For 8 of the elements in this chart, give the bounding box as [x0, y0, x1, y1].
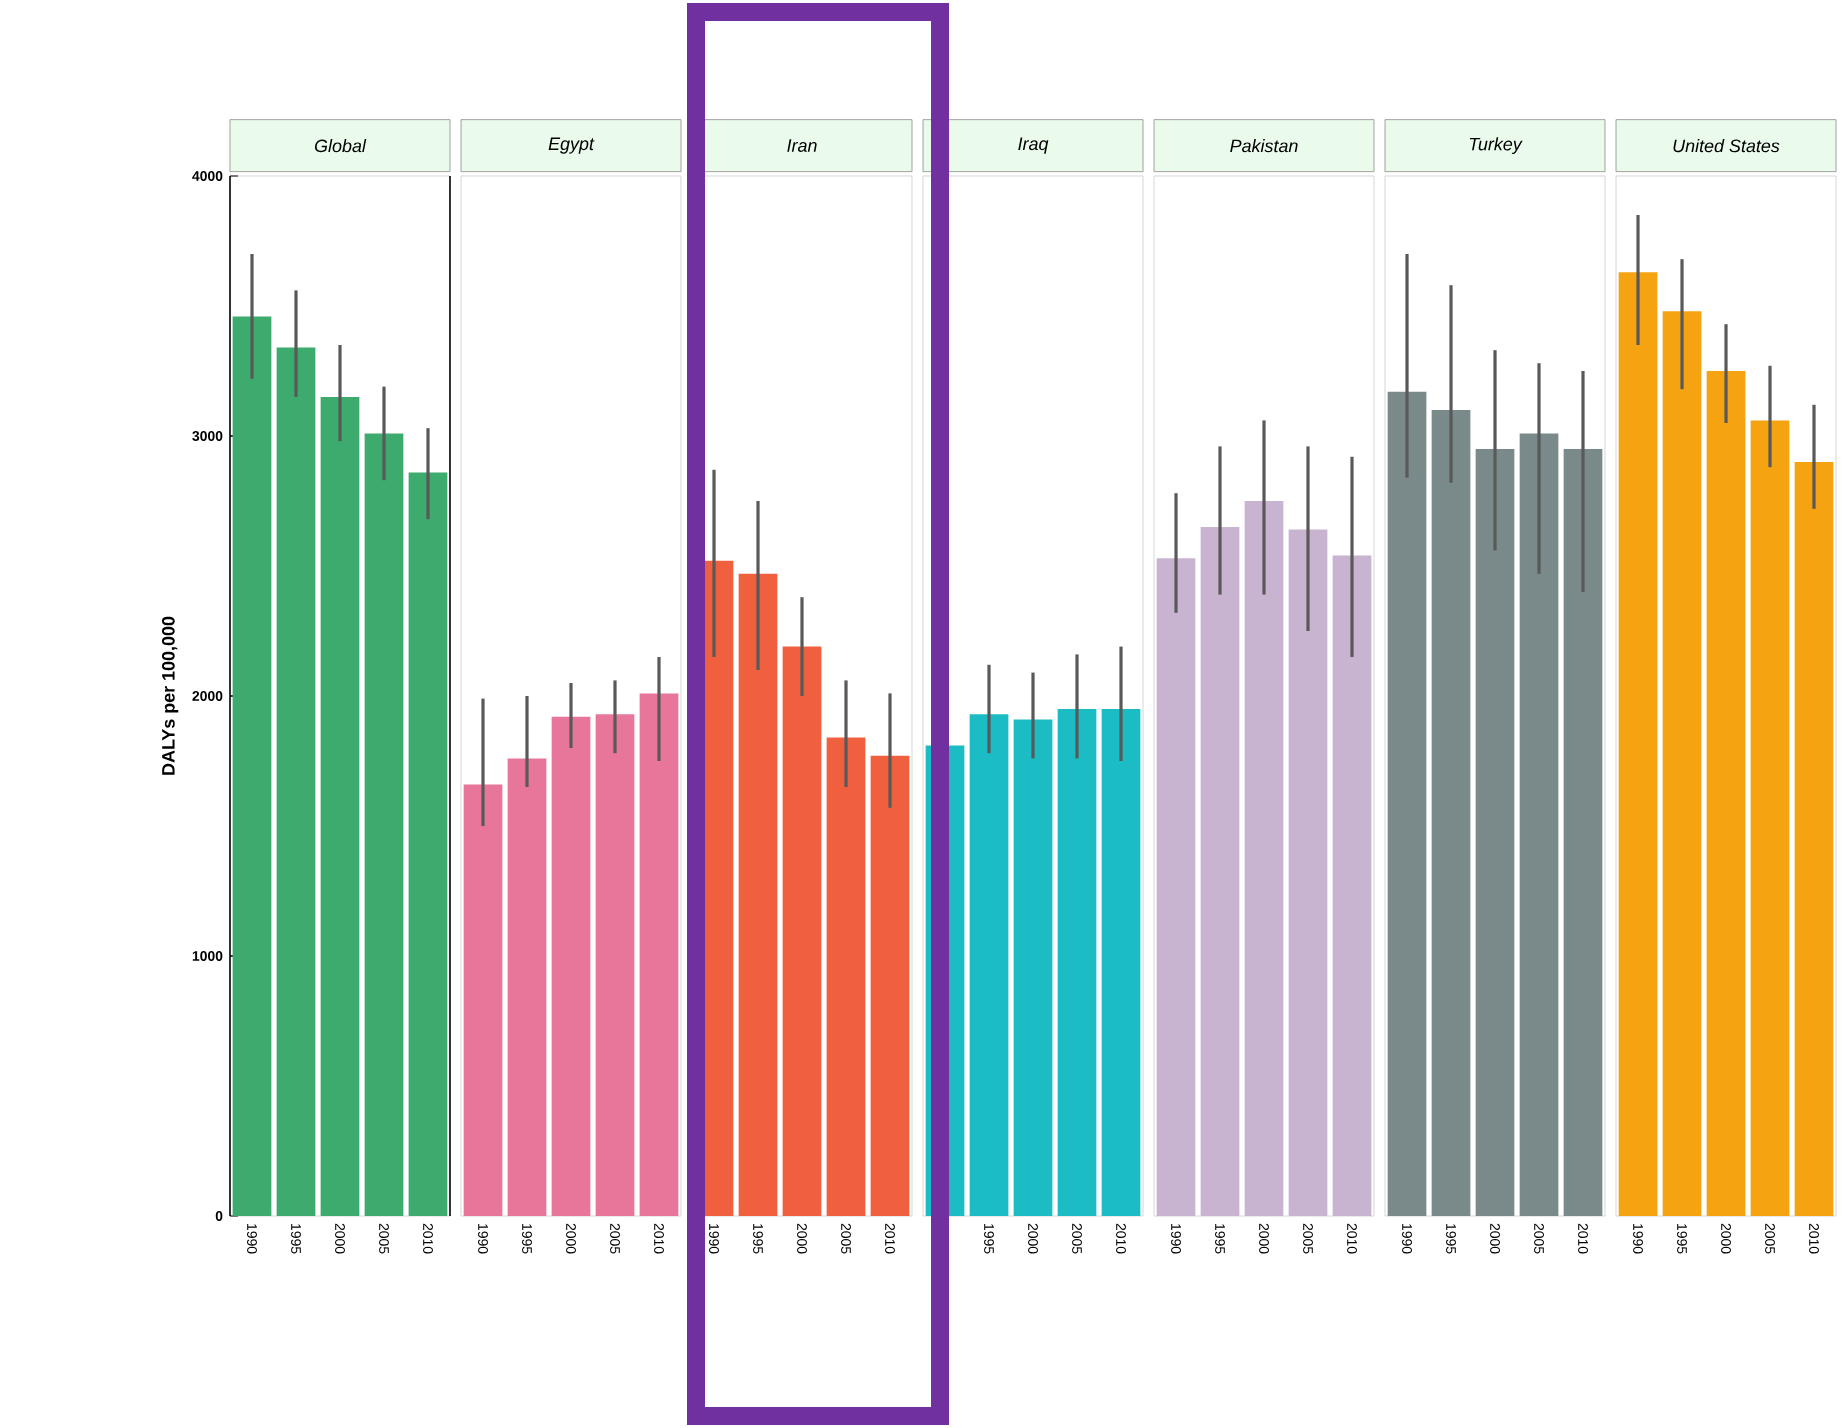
chart-title: Iran	[787, 139, 817, 152]
chart-title: Iraq	[1018, 137, 1049, 154]
chart-title: Egypt	[548, 137, 595, 154]
chart-title: Turkey	[1469, 137, 1523, 154]
chart-title: Global	[314, 139, 367, 153]
y-axis-title: DALYs per 100,000	[162, 616, 179, 775]
chart-title: Pakistan	[1230, 139, 1298, 153]
chart-title: United States	[1673, 139, 1780, 153]
